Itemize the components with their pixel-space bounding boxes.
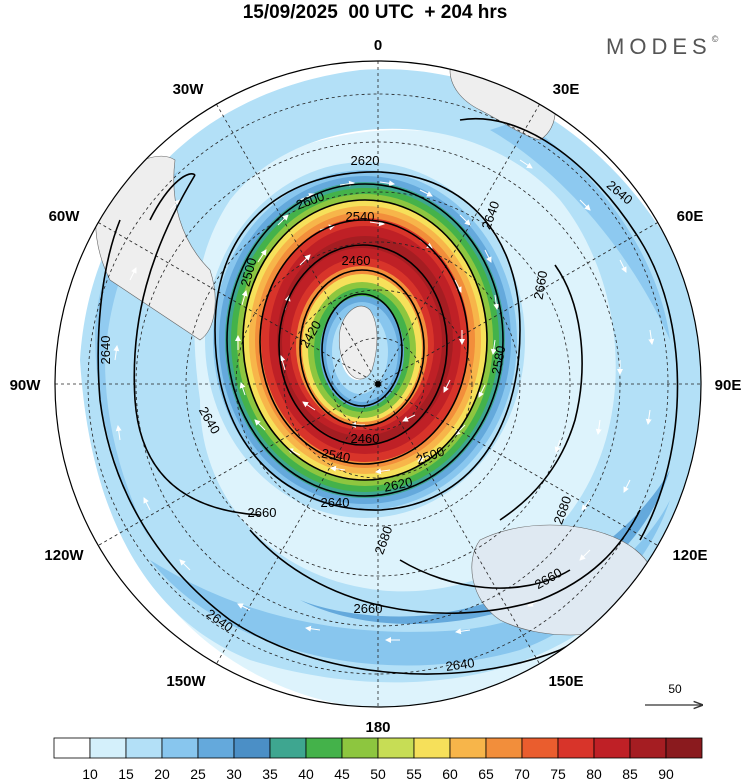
- colorbar-box: [629, 737, 667, 759]
- contour-label-text: 2460: [342, 253, 371, 268]
- contour-label-2620b: 2620: [382, 474, 413, 495]
- colorbar-tick-label: 55: [406, 766, 422, 782]
- contour-label-2640d: 2640: [98, 336, 113, 365]
- colorbar-tick-label: 80: [586, 766, 602, 782]
- lon-label-60e: 60E: [677, 208, 704, 225]
- colorbar-boxes: [53, 737, 703, 759]
- colorbar-box: [125, 737, 163, 759]
- reference-vector: 50: [645, 682, 710, 712]
- colorbar-tick-label: 20: [154, 766, 170, 782]
- colorbar-tick-label: 70: [514, 766, 530, 782]
- brand-logo: MODES©: [606, 34, 718, 60]
- longitude-labels: 0 30E 60E 90E 120E 150E 180 150W 120W 90…: [10, 37, 742, 736]
- contour-label-text: 2620: [382, 474, 413, 495]
- colorbar-box: [413, 737, 451, 759]
- brand-name: MODES: [606, 34, 712, 59]
- contour-label-2640g: 2640: [445, 655, 476, 674]
- contour-label-2620: 2620: [351, 153, 380, 168]
- contour-label-text: 2640: [321, 495, 350, 510]
- colorbar-box: [593, 737, 631, 759]
- colorbar-box: [161, 737, 199, 759]
- wind-vectors: [113, 159, 655, 643]
- colorbar-box: [233, 737, 271, 759]
- contour-label-text: 2640: [445, 655, 476, 674]
- colorbar-tick-label: 65: [478, 766, 494, 782]
- contour-label-2460b: 2460: [351, 431, 380, 446]
- colorbar-box: [521, 737, 559, 759]
- map-disk: [55, 61, 701, 707]
- contour-label-2640: 2640: [321, 495, 350, 510]
- colorbar-tick-label: 90: [658, 766, 674, 782]
- contour-label-text: 2660: [531, 270, 551, 301]
- lon-label-90w: 90W: [10, 377, 42, 394]
- colorbar-box: [305, 737, 343, 759]
- colorbar-box: [485, 737, 523, 759]
- colorbar-tick-label: 15: [118, 766, 134, 782]
- colorbar-box: [377, 737, 415, 759]
- contour-label-2660: 2660: [248, 505, 277, 520]
- colorbar-tick-label: 45: [334, 766, 350, 782]
- colorbar-tick-label: 40: [298, 766, 314, 782]
- contour-label-2660b: 2660: [531, 270, 551, 301]
- contour-label-2540: 2540: [346, 209, 375, 224]
- lon-label-150w: 150W: [166, 673, 206, 690]
- height-contours: [97, 118, 691, 675]
- lon-label-0: 0: [374, 37, 382, 54]
- contour-label-2580: 2580: [489, 345, 509, 376]
- contour-label-text: 2580: [489, 345, 509, 376]
- contour-label-2500: 2500: [237, 256, 259, 288]
- colorbar-tick-label: 50: [370, 766, 386, 782]
- colorbar-tick-label: 85: [622, 766, 638, 782]
- map-border: [54, 60, 702, 708]
- copyright-mark: ©: [711, 34, 719, 44]
- contour-labels: 2420 2460 2460 2500 2500 2540 2540 2580 …: [98, 153, 636, 674]
- map-title: 15/09/2025 00 UTC + 204 hrs: [242, 2, 508, 23]
- contour-label-text: 2540: [320, 446, 351, 466]
- contour-label-text: 2620: [351, 153, 380, 168]
- colorbar-tick-label: 25: [190, 766, 206, 782]
- lon-label-90e: 90E: [715, 377, 742, 394]
- contour-label-text: 2660: [248, 505, 277, 520]
- contour-label-2460: 2460: [342, 253, 371, 268]
- graticule: [55, 61, 701, 707]
- contour-label-text: 2500: [237, 256, 259, 288]
- contour-label-2540b: 2540: [320, 446, 351, 466]
- colorbar: 10 15 20 25 30 35 40 45 50 55 60 65 70 75 80 85 90: [53, 737, 703, 782]
- colorbar-box: [269, 737, 307, 759]
- lon-label-120e: 120E: [672, 547, 707, 564]
- colorbar-box: [53, 737, 91, 759]
- contour-label-text: 2460: [351, 431, 380, 446]
- south-pole-marker: [375, 381, 381, 387]
- polar-map: 2420 2460 2460 2500 2500 2540 2540 2580 …: [10, 37, 742, 736]
- contour-label-text: 2640: [98, 336, 113, 365]
- colorbar-box: [557, 737, 595, 759]
- lon-label-60w: 60W: [49, 208, 81, 225]
- reference-vector-label: 50: [668, 682, 682, 696]
- lon-label-180: 180: [365, 719, 390, 736]
- colorbar-tick-label: 10: [82, 766, 98, 782]
- contour-label-text: 2660: [354, 601, 383, 616]
- colorbar-box: [197, 737, 235, 759]
- colorbar-box: [449, 737, 487, 759]
- lon-label-30e: 30E: [553, 81, 580, 98]
- contour-label-text: 2540: [346, 209, 375, 224]
- colorbar-tick-label: 75: [550, 766, 566, 782]
- colorbar-tick-label: 35: [262, 766, 278, 782]
- colorbar-box: [89, 737, 127, 759]
- colorbar-box: [665, 737, 703, 759]
- colorbar-tick-label: 30: [226, 766, 242, 782]
- lon-label-150e: 150E: [548, 673, 583, 690]
- lon-label-120w: 120W: [44, 547, 84, 564]
- colorbar-labels: 10 15 20 25 30 35 40 45 50 55 60 65 70 75 80 85 90: [82, 766, 674, 782]
- colorbar-tick-label: 60: [442, 766, 458, 782]
- lon-label-30w: 30W: [173, 81, 205, 98]
- contour-label-2660c: 2660: [354, 601, 383, 616]
- colorbar-box: [341, 737, 379, 759]
